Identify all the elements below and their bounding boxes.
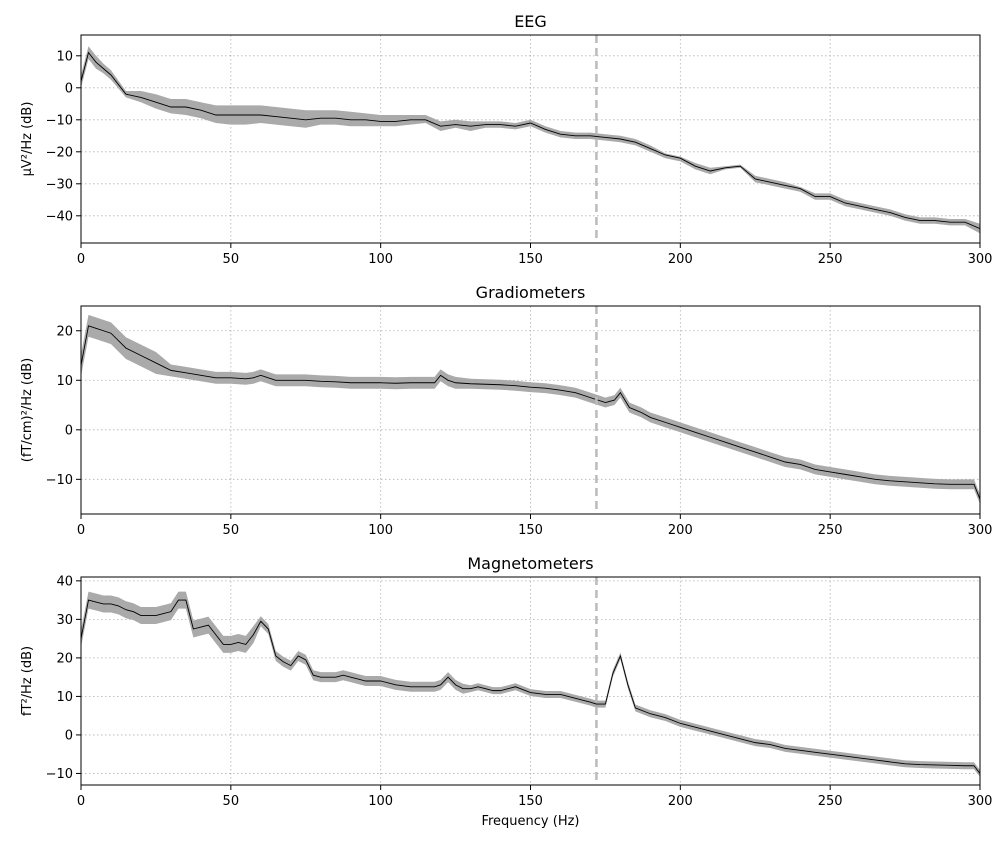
magnetometers-std-band [81,591,980,777]
eeg-xtick-label: 150 [518,252,543,267]
gradiometers-title: Gradiometers [476,283,586,302]
magnetometers-xtick-label: 150 [518,794,543,809]
eeg-title: EEG [514,12,547,31]
eeg-xtick-label: 0 [77,252,85,267]
magnetometers-xtick-label: 250 [818,794,843,809]
eeg-plot-area [81,46,980,234]
magnetometers-title: Magnetometers [467,554,593,573]
magnetometers-xtick-label: 300 [968,794,993,809]
magnetometers-panel: 0 50 100 150 200 250 300 −10 0 10 20 30 40 Magnetomet… [20,554,992,829]
eeg-std-band [81,46,980,234]
magnetometers-ytick-label: 10 [56,690,73,705]
magnetometers-ytick-label: 0 [65,728,73,743]
eeg-panel: 0 50 100 150 200 250 300 −40 −30 −20 −10 0 10 EEG µV²/… [20,12,992,267]
gradiometers-std-band [81,314,980,505]
gradiometers-xtick-label: 200 [668,523,693,538]
gradiometers-mean-line [81,325,980,500]
gradiometers-ytick-label: 10 [56,374,73,389]
gradiometers-xtick-label: 250 [818,523,843,538]
magnetometers-xtick-label: 200 [668,794,693,809]
gradiometers-xtick-label: 300 [968,523,993,538]
gradiometers-plot-area [81,314,980,505]
eeg-ytick-label: −40 [46,209,73,224]
magnetometers-mean-line [81,599,980,774]
gradiometers-ytick-label: 20 [56,324,73,339]
magnetometers-ytick-label: 20 [56,651,73,666]
magnetometers-ytick-label: 40 [56,574,73,589]
eeg-xtick-label: 200 [668,252,693,267]
eeg-mean-line [81,51,980,230]
magnetometers-xtick-label: 50 [223,794,240,809]
gradiometers-ylabel: (fT/cm)²/Hz (dB) [20,358,35,463]
eeg-xtick-label: 250 [818,252,843,267]
magnetometers-ylabel: fT²/Hz (dB) [20,646,35,716]
magnetometers-xlabel: Frequency (Hz) [481,814,579,829]
eeg-ytick-label: −20 [46,145,73,160]
gradiometers-xtick-label: 100 [368,523,393,538]
eeg-ylabel: µV²/Hz (dB) [20,102,35,177]
magnetometers-xtick-label: 0 [77,794,85,809]
eeg-xtick-label: 100 [368,252,393,267]
eeg-ytick-label: −30 [46,177,73,192]
magnetometers-plot-area [81,591,980,777]
eeg-ytick-label: −10 [46,113,73,128]
gradiometers-ytick-label: 0 [65,423,73,438]
eeg-ytick-label: 10 [56,49,73,64]
magnetometers-ytick-label: 30 [56,613,73,628]
gradiometers-xtick-label: 150 [518,523,543,538]
eeg-xtick-label: 50 [223,252,240,267]
magnetometers-ytick-label: −10 [46,767,73,782]
gradiometers-xtick-label: 0 [77,523,85,538]
gradiometers-xtick-label: 50 [223,523,240,538]
eeg-xtick-label: 300 [968,252,993,267]
gradiometers-ytick-label: −10 [46,473,73,488]
magnetometers-xtick-label: 100 [368,794,393,809]
gradiometers-panel: 0 50 100 150 200 250 300 −10 0 10 20 Gradiometers (f… [20,283,992,538]
eeg-ytick-label: 0 [65,81,73,96]
